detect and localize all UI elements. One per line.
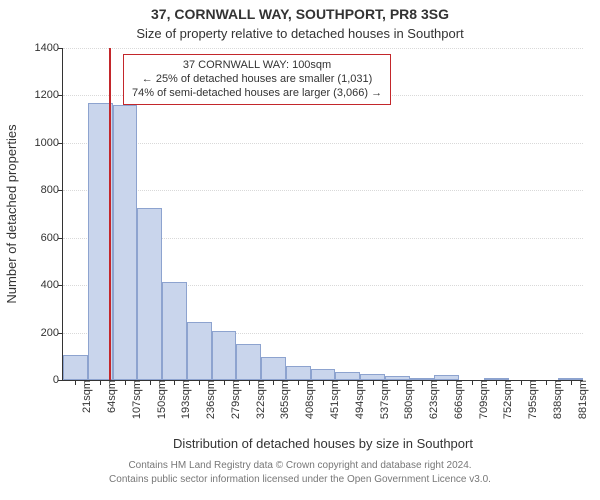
- page-title: 37, CORNWALL WAY, SOUTHPORT, PR8 3SG: [0, 6, 600, 22]
- bar: [63, 355, 88, 380]
- ytick-label: 1000: [35, 137, 63, 149]
- xtick-mark: [546, 380, 547, 385]
- xtick-mark: [75, 380, 76, 385]
- ytick-label: 800: [41, 184, 63, 196]
- gridline-h: [63, 190, 583, 191]
- legend-line-2: ← 25% of detached houses are smaller (1,…: [132, 73, 382, 87]
- xtick-label: 64sqm: [104, 380, 118, 413]
- xtick-mark: [174, 380, 175, 385]
- xtick-mark: [150, 380, 151, 385]
- xtick-label: 21sqm: [79, 380, 93, 413]
- bar: [113, 105, 138, 380]
- xtick-label: 537sqm: [377, 380, 391, 419]
- attribution-line-1: Contains HM Land Registry data © Crown c…: [0, 460, 600, 471]
- ytick-label: 200: [41, 327, 63, 339]
- bar: [187, 322, 212, 380]
- x-axis-label: Distribution of detached houses by size …: [63, 436, 583, 451]
- ytick-label: 600: [41, 232, 63, 244]
- xtick-label: 881sqm: [575, 380, 589, 419]
- bar: [335, 372, 360, 380]
- xtick-label: 666sqm: [451, 380, 465, 419]
- ytick-label: 1200: [35, 89, 63, 101]
- xtick-label: 150sqm: [154, 380, 168, 419]
- attribution-line-2: Contains public sector information licen…: [0, 474, 600, 485]
- xtick-label: 580sqm: [401, 380, 415, 419]
- bar: [162, 282, 187, 380]
- legend-line-3: 74% of semi-detached houses are larger (…: [132, 87, 382, 101]
- gridline-h: [63, 143, 583, 144]
- xtick-label: 193sqm: [178, 380, 192, 419]
- xtick-label: 623sqm: [426, 380, 440, 419]
- xtick-label: 709sqm: [476, 380, 490, 419]
- xtick-label: 795sqm: [525, 380, 539, 419]
- xtick-mark: [348, 380, 349, 385]
- ytick-label: 400: [41, 279, 63, 291]
- chart-plot-area: 0200400600800100012001400Number of detac…: [62, 48, 583, 381]
- xtick-mark: [472, 380, 473, 385]
- xtick-mark: [521, 380, 522, 385]
- xtick-mark: [571, 380, 572, 385]
- xtick-mark: [496, 380, 497, 385]
- xtick-mark: [397, 380, 398, 385]
- xtick-mark: [422, 380, 423, 385]
- xtick-label: 107sqm: [129, 380, 143, 419]
- xtick-label: 236sqm: [203, 380, 217, 419]
- bar: [137, 208, 162, 380]
- xtick-label: 408sqm: [302, 380, 316, 419]
- bar: [212, 331, 237, 380]
- property-marker-line: [109, 48, 111, 380]
- ytick-label: 0: [53, 374, 63, 386]
- xtick-label: 279sqm: [228, 380, 242, 419]
- xtick-mark: [273, 380, 274, 385]
- legend-line-1: 37 CORNWALL WAY: 100sqm: [132, 59, 382, 73]
- xtick-mark: [100, 380, 101, 385]
- xtick-label: 365sqm: [277, 380, 291, 419]
- bar: [311, 369, 336, 380]
- xtick-mark: [323, 380, 324, 385]
- page-subtitle: Size of property relative to detached ho…: [0, 26, 600, 41]
- xtick-mark: [298, 380, 299, 385]
- xtick-mark: [224, 380, 225, 385]
- xtick-mark: [447, 380, 448, 385]
- xtick-mark: [373, 380, 374, 385]
- bar: [236, 344, 261, 380]
- xtick-label: 494sqm: [352, 380, 366, 419]
- xtick-label: 752sqm: [500, 380, 514, 419]
- legend-box: 37 CORNWALL WAY: 100sqm← 25% of detached…: [123, 54, 391, 105]
- xtick-mark: [125, 380, 126, 385]
- xtick-mark: [199, 380, 200, 385]
- xtick-label: 838sqm: [550, 380, 564, 419]
- bar: [261, 357, 286, 380]
- y-axis-label: Number of detached properties: [4, 124, 19, 303]
- gridline-h: [63, 48, 583, 49]
- xtick-label: 322sqm: [253, 380, 267, 419]
- ytick-label: 1400: [35, 42, 63, 54]
- xtick-mark: [249, 380, 250, 385]
- xtick-label: 451sqm: [327, 380, 341, 419]
- bar: [286, 366, 311, 380]
